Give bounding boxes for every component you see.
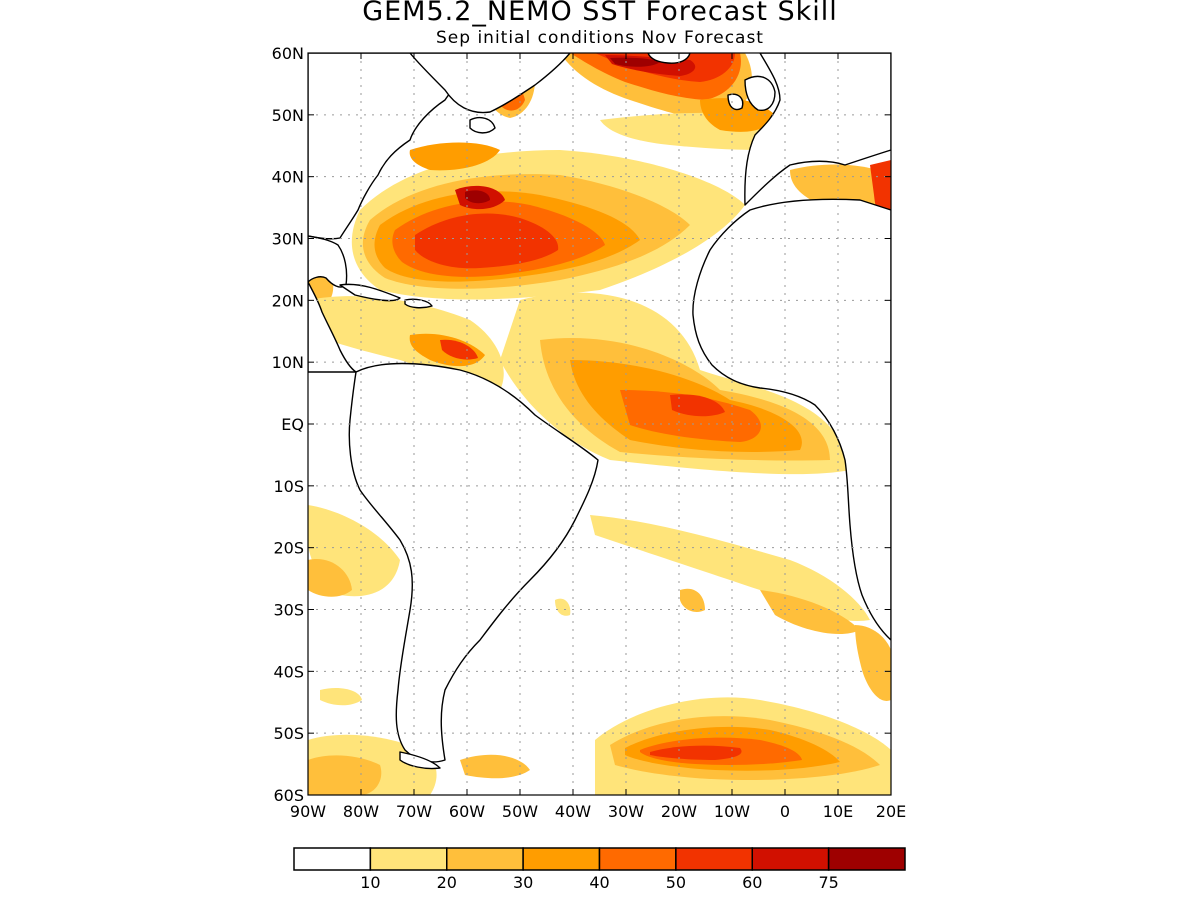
lon-label: 10E (823, 802, 853, 821)
graticule (308, 53, 891, 795)
lon-label: 70W (396, 802, 432, 821)
lat-label: EQ (281, 415, 304, 434)
colorbar-label: 40 (589, 873, 609, 892)
colorbar-segment (598, 847, 677, 871)
colorbar-label: 50 (666, 873, 686, 892)
skill-patch (320, 688, 362, 706)
colorbar-segment (369, 847, 448, 871)
map-title: GEM5.2_NEMO SST Forecast Skill (362, 0, 838, 27)
lat-label: 50S (273, 724, 304, 743)
skill-patch (409, 142, 500, 171)
lon-label: 50W (502, 802, 538, 821)
latitude-labels: 60N 50N 40N 30N 20N 10N EQ 10S 20S 30S 40S 50S 60S (272, 44, 304, 805)
iberia (744, 53, 891, 206)
colorbar-label: 20 (437, 873, 457, 892)
lon-label: 20W (661, 802, 697, 821)
lon-label: 80W (343, 802, 379, 821)
skill-patch (620, 390, 761, 442)
lat-label: 60N (272, 44, 304, 63)
lat-label: 10S (273, 477, 304, 496)
skill-patch (760, 590, 860, 635)
colorbar-segment (827, 847, 906, 871)
skill-patch (670, 394, 725, 417)
hispaniola (404, 298, 433, 309)
axis-ticks (307, 52, 892, 796)
tierra-del-fuego (399, 751, 441, 770)
skill-patch (308, 755, 382, 795)
skill-patch (465, 190, 490, 204)
great-britain (744, 75, 776, 112)
lon-label: 0 (780, 802, 790, 821)
colorbar-labels: 10 20 30 40 50 60 75 (360, 873, 839, 892)
colorbar-segment (446, 847, 524, 871)
lat-label: 40S (273, 662, 304, 681)
colorbar-segment (293, 847, 372, 871)
skill-patch (555, 598, 571, 616)
south-america (348, 362, 599, 763)
colorbar-segment (675, 847, 753, 871)
north-america (308, 53, 481, 240)
lat-label: 10N (272, 353, 304, 372)
lon-label: 60W (449, 802, 485, 821)
skill-patch (440, 339, 478, 360)
lat-label: 20S (273, 539, 304, 558)
central-america (308, 281, 357, 373)
lat-label: 60S (273, 786, 304, 805)
lon-label: 20E (876, 802, 906, 821)
longitude-labels: 90W 80W 70W 60W 50W 40W 30W 20W 10W 0 10E 20E (290, 802, 906, 821)
skill-shading (308, 53, 891, 795)
lat-label: 20N (272, 291, 304, 310)
colorbar-label: 60 (742, 873, 762, 892)
cuba (339, 283, 401, 302)
lon-label: 90W (290, 802, 326, 821)
colorbar-segment (522, 847, 601, 871)
colorbar-segment (751, 847, 830, 871)
land-masses (308, 53, 891, 770)
skill-patch (590, 515, 870, 621)
skill-patch (610, 57, 660, 67)
ireland (727, 93, 744, 111)
skill-patch (680, 588, 705, 612)
africa (692, 198, 891, 641)
colorbar-label: 75 (818, 873, 838, 892)
lat-label: 40N (272, 168, 304, 187)
colorbar (293, 847, 906, 871)
colorbar-label: 10 (360, 873, 380, 892)
greenland (409, 53, 571, 114)
skill-patch (308, 296, 504, 390)
lat-label: 50N (272, 106, 304, 125)
skill-patch (415, 213, 559, 269)
lon-label: 10W (714, 802, 750, 821)
colorbar-label: 30 (513, 873, 533, 892)
lon-label: 30W (608, 802, 644, 821)
newfoundland (469, 116, 496, 134)
skill-patch (650, 745, 742, 760)
skill-patch (308, 559, 352, 597)
skill-patch (855, 625, 891, 701)
lon-label: 40W (555, 802, 591, 821)
skill-patch (460, 754, 530, 779)
lat-label: 30S (273, 601, 304, 620)
lat-label: 30N (272, 230, 304, 249)
map-subtitle: Sep initial conditions Nov Forecast (436, 28, 764, 48)
